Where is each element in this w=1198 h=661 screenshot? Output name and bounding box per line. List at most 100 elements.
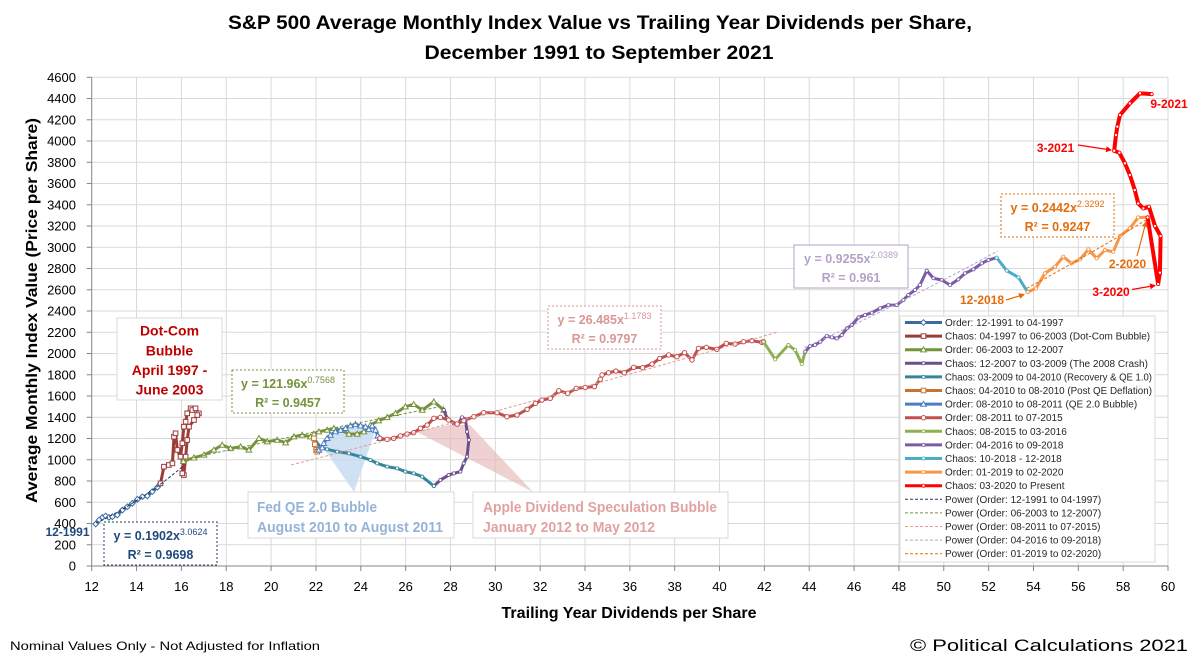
data-point — [1025, 290, 1030, 295]
data-point — [834, 336, 839, 341]
data-point — [437, 414, 444, 421]
apple-annotation-line: January 2012 to May 2012 — [483, 519, 655, 536]
data-point — [184, 437, 191, 443]
dotcom-bubble-annotation: Dot-Com Bubble April 1997 - June 2003 — [116, 317, 223, 401]
data-point — [446, 473, 451, 478]
point-label-12-1991: 12-1991 — [45, 525, 89, 539]
dotcom-annotation-line: Dot-Com — [140, 323, 199, 339]
data-point — [1136, 215, 1141, 220]
data-point — [210, 446, 218, 453]
data-point — [1118, 113, 1123, 118]
data-point — [411, 471, 416, 476]
equation-text: y = 121.96x0.7568 — [241, 375, 335, 391]
dotcom-annotation-line: Bubble — [146, 343, 194, 359]
x-tick-label: 34 — [578, 579, 592, 594]
data-point — [194, 412, 201, 418]
x-tick-label: 44 — [802, 579, 816, 594]
x-tick-label: 24 — [354, 579, 368, 594]
x-tick-label: 28 — [443, 579, 457, 594]
data-point — [465, 429, 470, 434]
x-tick-label: 22 — [309, 579, 323, 594]
y-tick-label: 4000 — [47, 134, 76, 149]
data-point — [605, 370, 612, 376]
y-tick-label: 1200 — [47, 431, 76, 446]
legend-label: Order: 01-2019 to 02-2020 — [945, 468, 1064, 479]
data-point — [773, 357, 778, 362]
data-point — [649, 361, 655, 367]
data-point — [793, 348, 798, 353]
data-point — [174, 447, 181, 453]
equation-base: y = 121.96x — [241, 377, 307, 391]
equation-box-2019-2020: y = 0.2442x2.3292 R² = 0.9247 — [1000, 193, 1115, 238]
data-point — [1127, 101, 1132, 106]
data-point — [368, 421, 376, 429]
data-point — [799, 362, 804, 367]
data-point — [351, 420, 360, 428]
data-point — [161, 463, 167, 470]
legend: Order: 12-1991 to 04-1997 Chaos: 04-1997 … — [899, 315, 1156, 563]
data-point — [360, 427, 368, 435]
trendline-4 — [804, 250, 998, 348]
data-point — [681, 349, 688, 356]
y-tick-label: 3200 — [47, 219, 76, 234]
data-point — [157, 480, 164, 487]
apple-callout-pointer — [415, 425, 533, 492]
data-point — [597, 376, 603, 383]
data-point — [1136, 201, 1141, 206]
data-point — [403, 469, 408, 474]
data-point — [621, 370, 627, 376]
data-point — [441, 408, 446, 413]
legend-label: Chaos: 12-2007 to 03-2009 (The 2008 Cras… — [945, 359, 1148, 370]
data-point — [320, 439, 328, 446]
data-point — [458, 469, 463, 474]
x-tick-label: 20 — [264, 579, 278, 594]
x-axis-title: Trailing Year Dividends per Share — [502, 605, 757, 622]
legend-item: Chaos: 04-2010 to 08-2010 (Post QE Defla… — [905, 386, 1152, 397]
legend-label: Power (Order: 06-2003 to 12-2007) — [945, 508, 1101, 519]
legend-item: Chaos: 03-2009 to 04-2010 (Recovery & QE… — [905, 372, 1152, 383]
data-point — [153, 483, 161, 491]
callout-pointers — [322, 425, 533, 492]
y-axis-title: Average Monthly Index Value (Price per S… — [24, 118, 41, 503]
x-tick-label: 36 — [623, 579, 637, 594]
series-5 — [311, 436, 436, 489]
fed-qe-annotation-line: August 2010 to August 2011 — [257, 519, 443, 536]
equation-text: y = 0.2442x2.3292 — [1011, 199, 1105, 215]
data-point — [1127, 226, 1132, 231]
r-squared-text: R² = 0.9797 — [572, 332, 638, 346]
data-point — [1156, 282, 1161, 287]
data-point — [1158, 234, 1163, 239]
data-point — [803, 349, 808, 354]
legend-item: Power (Order: 04-2016 to 09-2018) — [905, 536, 1101, 547]
data-point — [361, 422, 370, 430]
x-tick-label: 42 — [757, 579, 771, 594]
data-point — [365, 425, 373, 433]
y-tick-label: 1800 — [47, 367, 76, 382]
y-tick-label: 4400 — [47, 91, 76, 106]
data-point — [179, 457, 188, 464]
point-label-9-2021: 9-2021 — [1150, 97, 1188, 111]
legend-item: Chaos: 03-2020 to Present — [905, 481, 1065, 492]
data-point — [1004, 268, 1009, 273]
y-tick-label: 400 — [54, 516, 76, 531]
legend-swatch-marker — [921, 374, 926, 379]
data-point — [186, 423, 192, 430]
x-tick-label: 12 — [84, 579, 98, 594]
data-point — [829, 335, 834, 340]
equation-box-border — [547, 305, 662, 350]
y-tick-label: 200 — [54, 537, 76, 552]
data-point — [639, 364, 646, 371]
legend-label: Order: 08-2010 to 08-2011 (QE 2.0 Bubble… — [945, 400, 1137, 411]
legend-item: Order: 12-1991 to 04-1997 — [905, 318, 1064, 329]
data-point — [454, 421, 460, 427]
r-squared-text: R² = 0.9247 — [1025, 220, 1091, 234]
legend-item: Chaos: 04-1997 to 06-2003 (Dot-Com Bubbl… — [905, 332, 1150, 343]
y-tick-label: 4600 — [47, 70, 76, 85]
data-point — [420, 474, 425, 479]
x-tick-label: 16 — [174, 579, 188, 594]
y-tick-label: 3400 — [47, 197, 76, 212]
r-squared-text: R² = 0.961 — [822, 271, 881, 285]
arrow-12-2018 — [1005, 293, 1025, 301]
data-point — [417, 425, 424, 432]
x-tick-label: 50 — [937, 579, 951, 594]
